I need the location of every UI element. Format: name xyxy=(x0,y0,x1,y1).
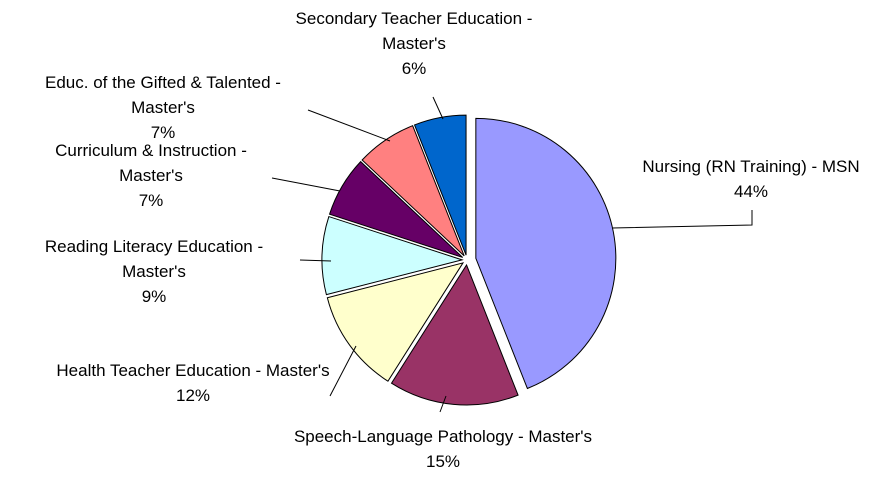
slice-label: Reading Literacy Education - Master's 9% xyxy=(12,234,297,309)
leader-line xyxy=(307,109,391,142)
pie-slice xyxy=(475,117,617,390)
percent-label: 12% xyxy=(175,386,211,405)
percent-label: 7% xyxy=(138,191,164,210)
percent-label: 6% xyxy=(401,59,427,78)
percent-label: 15% xyxy=(425,452,461,471)
percent-label: 9% xyxy=(141,287,167,306)
category-name: Reading Literacy Education - Master's xyxy=(44,237,264,281)
leader-line xyxy=(611,210,753,229)
category-name: Health Teacher Education - Master's xyxy=(56,361,330,380)
category-name: Educ. of the Gifted & Talented - Master'… xyxy=(45,73,281,117)
slice-label: Curriculum & Instruction - Master's 7% xyxy=(26,138,276,213)
pie-slice xyxy=(328,160,464,258)
category-name: Curriculum & Instruction - Master's xyxy=(55,141,247,185)
pie-slice xyxy=(361,125,465,257)
category-name: Speech-Language Pathology - Master's xyxy=(293,427,593,446)
slice-label: Secondary Teacher Education - Master's 6% xyxy=(264,6,564,81)
percent-label: 44% xyxy=(733,182,769,201)
pie-slice xyxy=(326,262,465,382)
leader-line xyxy=(271,177,341,192)
percent-label: 7% xyxy=(150,123,176,142)
category-name: Nursing (RN Training) - MSN xyxy=(642,157,860,176)
leader-line xyxy=(432,96,444,120)
pie-slice xyxy=(413,114,467,256)
category-name: Secondary Teacher Education - Master's xyxy=(295,9,533,53)
leader-line xyxy=(299,259,332,262)
leader-line xyxy=(329,345,357,397)
slice-label: Health Teacher Education - Master's 12% xyxy=(56,358,331,408)
slice-label: Educ. of the Gifted & Talented - Master'… xyxy=(13,70,313,145)
pie-slice xyxy=(390,263,519,406)
slice-label: Nursing (RN Training) - MSN 44% xyxy=(601,154,890,204)
slice-label: Speech-Language Pathology - Master's 15% xyxy=(291,424,596,474)
leader-line xyxy=(439,395,447,413)
pie-slice xyxy=(321,215,464,296)
